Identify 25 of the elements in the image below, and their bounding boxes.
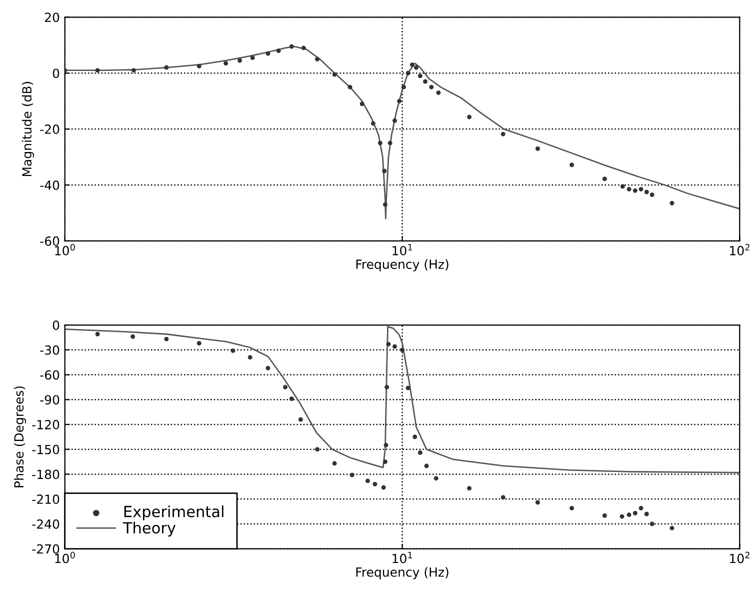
y-tick-label: -40 [40, 180, 60, 190]
y-tick-label: -20 [40, 124, 60, 134]
legend-label: Theory [122, 522, 176, 537]
y-axis-title: Magnitude (dB) [22, 82, 34, 176]
y-tick-label: -60 [40, 370, 60, 380]
y-tick-label: -210 [32, 494, 60, 504]
y-tick-label: -180 [32, 470, 60, 480]
x-tick-label: 10$^{1}$ [392, 244, 412, 256]
y-tick-label: -60 [40, 236, 60, 246]
y-tick-label: -240 [32, 519, 60, 529]
y-tick-label: 0 [52, 68, 60, 78]
legend-label: Experimental [124, 505, 224, 520]
x-tick-label: 10$^{2}$ [730, 244, 750, 256]
x-tick-label: 10$^{2}$ [730, 552, 750, 564]
x-axis-title: Frequency (Hz) [356, 567, 448, 580]
y-axis-title: Phase (Degrees) [14, 386, 26, 488]
y-tick-label: -30 [40, 345, 60, 355]
y-tick-label: 0 [52, 320, 60, 330]
x-tick-label: 10$^{1}$ [392, 552, 412, 564]
y-tick-label: -150 [32, 444, 60, 454]
x-axis-title: Frequency (Hz) [356, 259, 448, 272]
y-tick-label: -270 [32, 544, 60, 554]
y-tick-label: 20 [44, 12, 60, 22]
y-tick-label: -90 [40, 395, 60, 405]
y-tick-label: -120 [32, 420, 60, 430]
